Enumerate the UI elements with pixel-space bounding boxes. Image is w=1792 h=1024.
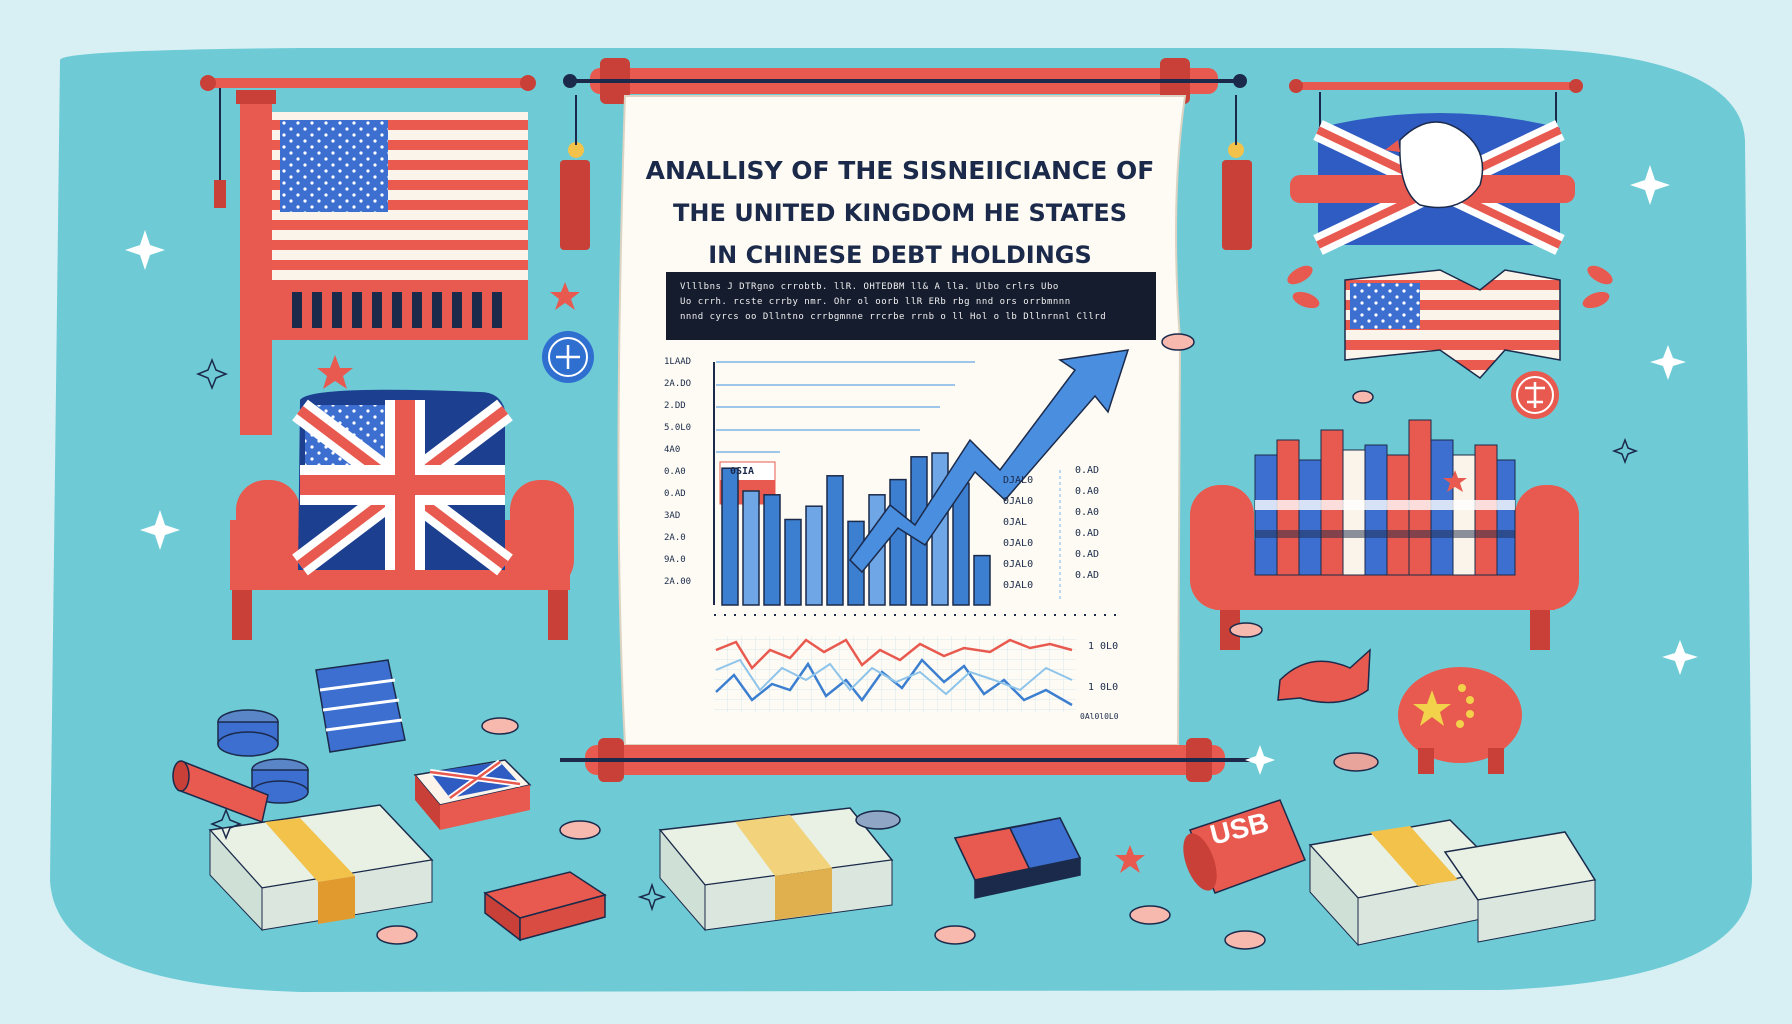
table-cell: 0.A0 [1075, 486, 1100, 497]
note-line-3: nnnd cyrcs oo Dllntno crrbgmnne rrcrbe r… [680, 312, 1107, 322]
trend-arrow-icon [849, 349, 1130, 574]
scroll-icon [560, 58, 1252, 782]
y-tick-label: 2A.0 [664, 533, 686, 543]
y-tick-label: 1LAAD [664, 357, 692, 367]
y-tick-label: 9A.0 [664, 555, 686, 565]
line-series-blue [715, 658, 1073, 707]
chart-bar [784, 518, 802, 606]
line-chart-right-label: 1 0L0 [1088, 682, 1119, 693]
uk-flag-banner-icon [1289, 79, 1583, 255]
line-series-light [715, 658, 1073, 696]
table-cell: 0.A0 [1075, 507, 1100, 518]
table-cell: DJAL0 [1003, 475, 1034, 486]
money-stack-icon [1308, 819, 1597, 947]
y-tick-label: 2A.DO [664, 379, 692, 389]
y-tick-label: 5.0L0 [664, 423, 692, 433]
summary-note: Vlllbns J DTRgno crrobtb. llR. OHTEDBM l… [666, 272, 1156, 340]
blue-notes-stack-icon [315, 659, 406, 753]
y-tick-label: 2A.00 [664, 577, 692, 587]
red-roll-icon [172, 760, 607, 942]
y-tick-label: 3AD [664, 511, 681, 521]
table-cell: 0JAL [1003, 517, 1028, 528]
y-tick-label: 4A0 [664, 445, 681, 455]
table-cell: 0.AD [1075, 465, 1100, 476]
china-piggy-bank-icon [1398, 667, 1522, 774]
y-tick-label: 0.A0 [664, 467, 686, 477]
title-line-1: ANALLISY OF THE SISNEIICIANCE OF [645, 156, 1155, 185]
us-flag-banner-icon [200, 75, 536, 435]
usb-cylinder-icon [1183, 799, 1306, 894]
poster-title: ANALLISY OF THE SISNEIICIANCE OF THE UNI… [620, 150, 1180, 276]
badge-icon [542, 331, 594, 383]
y-tick-label: 2.DD [664, 401, 686, 411]
table-cell: 0JAL0 [1003, 559, 1034, 570]
chart-bar [805, 505, 823, 606]
money-stack-icon [658, 807, 894, 932]
y-tick-label: 0.AD [664, 489, 686, 499]
table-cell: 0.AD [1075, 528, 1100, 539]
table-cell: 0JAL0 [1003, 580, 1034, 591]
chart-bar [742, 490, 760, 606]
sparkle-icon [125, 165, 1698, 775]
small-star-icon [317, 282, 1467, 873]
chart-area [713, 349, 1130, 616]
dove-icon [1399, 121, 1484, 209]
table-cell: 0.AD [1075, 549, 1100, 560]
line-chart-panel [714, 636, 1076, 712]
table-cell: 0.AD [1075, 570, 1100, 581]
chart-badge: 0SIA [730, 466, 755, 477]
line-chart-right-label: 1 0L0 [1088, 641, 1119, 652]
red-seal-icon [1511, 371, 1559, 419]
chart-bar [826, 475, 844, 606]
line-series-red [715, 638, 1073, 671]
coin-icon [217, 333, 1379, 950]
chart-bar [721, 467, 739, 606]
card-icon [953, 817, 1082, 899]
note-line-2: Uo crrh. rcste crrby nmr. Ohr ol oorb ll… [680, 297, 1071, 307]
table-cell: 0JAL0 [1003, 496, 1034, 507]
sofa-books-icon [1190, 419, 1579, 650]
sofa-us-uk-flag-icon [230, 389, 574, 640]
money-stack-icon [208, 804, 434, 932]
uk-flag-box-icon [413, 759, 532, 830]
dragon-icon [1277, 648, 1371, 704]
folded-us-flag-icon [1287, 265, 1613, 379]
sparkle-icon [195, 357, 1639, 912]
line-chart-bottom-label: 0Al0l0L0 [1080, 712, 1119, 721]
title-line-2: THE UNITED KINGDOM HE STATES [672, 199, 1128, 227]
title-line-3: IN CHINESE DEBT HOLDINGS [708, 241, 1092, 269]
chart-bar [973, 554, 991, 606]
table-cell: 0JAL0 [1003, 538, 1034, 549]
chart-bar [763, 494, 781, 606]
note-line-1: Vlllbns J DTRgno crrobtb. llR. OHTEDBM l… [680, 282, 1059, 292]
chart-bar [889, 478, 907, 606]
